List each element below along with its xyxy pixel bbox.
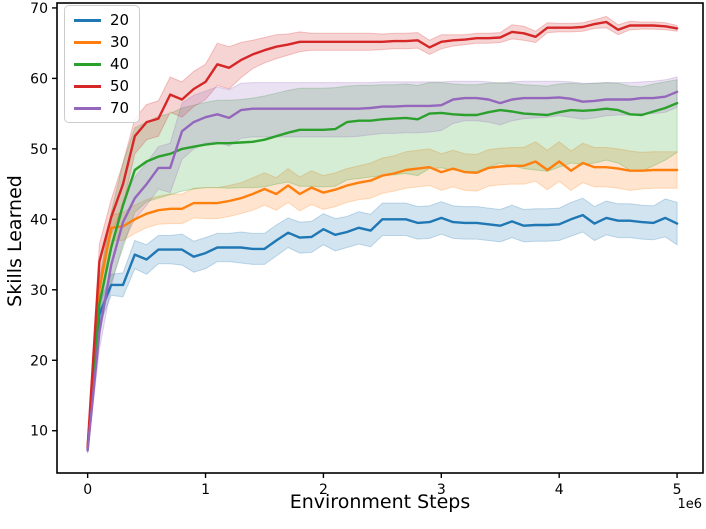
legend-item-20: 20 xyxy=(74,11,129,29)
y-tick-label: 20 xyxy=(30,353,48,369)
y-tick-label: 10 xyxy=(30,424,48,440)
legend-line-swatch xyxy=(74,40,101,44)
legend-item-50: 50 xyxy=(74,77,129,95)
legend-item-70: 70 xyxy=(74,99,129,117)
series-band-20 xyxy=(87,197,678,452)
series-band-70 xyxy=(87,76,678,454)
series-line-40 xyxy=(86,101,679,451)
x-axis-offset-label: 1e6 xyxy=(677,497,702,512)
legend-line-swatch xyxy=(74,84,101,88)
legend-line-swatch xyxy=(74,62,101,66)
series-band-50 xyxy=(87,15,678,451)
y-tick-label: 60 xyxy=(30,71,48,87)
series-band-40 xyxy=(87,79,678,453)
x-tick-label: 5 xyxy=(673,482,682,498)
y-tick-label: 40 xyxy=(30,212,48,228)
x-tick-label: 1 xyxy=(201,482,210,498)
legend: 20 30 40 50 70 xyxy=(64,5,141,123)
legend-label: 20 xyxy=(110,11,130,29)
axes-box xyxy=(56,2,704,474)
x-axis-label: Environment Steps xyxy=(289,491,471,513)
series-line-20 xyxy=(86,213,679,451)
legend-label: 30 xyxy=(110,33,130,51)
x-tick-label: 0 xyxy=(83,482,92,498)
legend-label: 40 xyxy=(110,55,130,73)
legend-label: 50 xyxy=(110,77,130,95)
series-line-30 xyxy=(86,160,679,450)
series-line-50 xyxy=(86,20,679,449)
x-tick-label: 3 xyxy=(437,482,446,498)
x-tick-label: 4 xyxy=(555,482,564,498)
legend-line-swatch xyxy=(74,18,101,22)
y-tick-label: 30 xyxy=(30,283,48,299)
y-tick-label: 70 xyxy=(30,1,48,17)
series-line-70 xyxy=(86,90,679,452)
y-axis-label: Skills Learned xyxy=(4,175,26,307)
legend-label: 70 xyxy=(110,99,130,117)
series-band-30 xyxy=(87,141,678,452)
legend-item-40: 40 xyxy=(74,55,129,73)
legend-item-30: 30 xyxy=(74,33,129,51)
y-tick-label: 50 xyxy=(30,142,48,158)
legend-line-swatch xyxy=(74,106,101,110)
x-tick-label: 2 xyxy=(319,482,328,498)
